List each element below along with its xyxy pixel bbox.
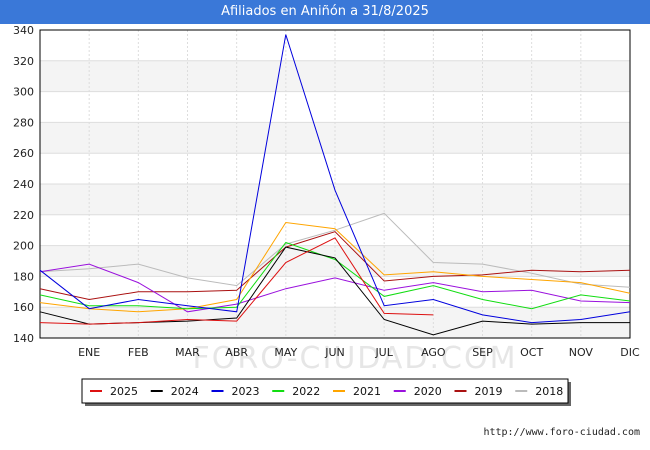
y-tick-label: 280 [13,116,34,129]
y-tick-label: 180 [13,270,34,283]
legend-label-2024: 2024 [171,385,199,398]
series-line-2022 [39,241,631,310]
legend-label-2020: 2020 [414,385,442,398]
plot-frame [39,29,631,339]
source-url: http://www.foro-ciudad.com [483,427,640,438]
y-tick-label: 240 [13,178,34,191]
series-line-2021 [39,221,631,313]
x-tick-label: ABR [225,346,248,359]
x-tick-label: NOV [569,346,594,359]
x-tick-label: JUL [374,346,393,359]
x-tick-label: SEP [472,346,493,359]
series-line-2019 [39,231,631,301]
legend-label-2021: 2021 [353,385,381,398]
y-tick-label: 300 [13,86,34,99]
legend-label-2022: 2022 [292,385,320,398]
legend-box [81,378,569,404]
x-tick-label: ENE [78,346,100,359]
y-tick-label: 260 [13,147,34,160]
x-tick-label: JUN [324,346,345,359]
legend-label-2023: 2023 [232,385,260,398]
y-tick-label: 160 [13,301,34,314]
series-line-2018 [39,212,631,288]
chart-title: Afiliados en Aniñón a 31/8/2025 [0,0,650,24]
legend-label-2018: 2018 [535,385,563,398]
x-tick-label: OCT [520,346,543,359]
y-tick-label: 140 [13,332,34,345]
y-tick-label: 320 [13,55,34,68]
series-line-2020 [39,263,631,313]
series-line-2023 [39,34,631,324]
x-tick-label: AGO [421,346,446,359]
watermark: FORO-CIUDAD.COM [193,341,518,376]
y-tick-label: 220 [13,209,34,222]
x-tick-label: FEB [128,346,149,359]
y-tick-label: 200 [13,240,34,253]
x-tick-label: MAR [175,346,200,359]
x-tick-label: DIC [620,346,640,359]
x-tick-label: MAY [274,346,297,359]
legend-label-2025: 2025 [110,385,138,398]
series-line-2025 [39,237,434,325]
y-tick-label: 340 [13,24,34,37]
legend-label-2019: 2019 [475,385,503,398]
